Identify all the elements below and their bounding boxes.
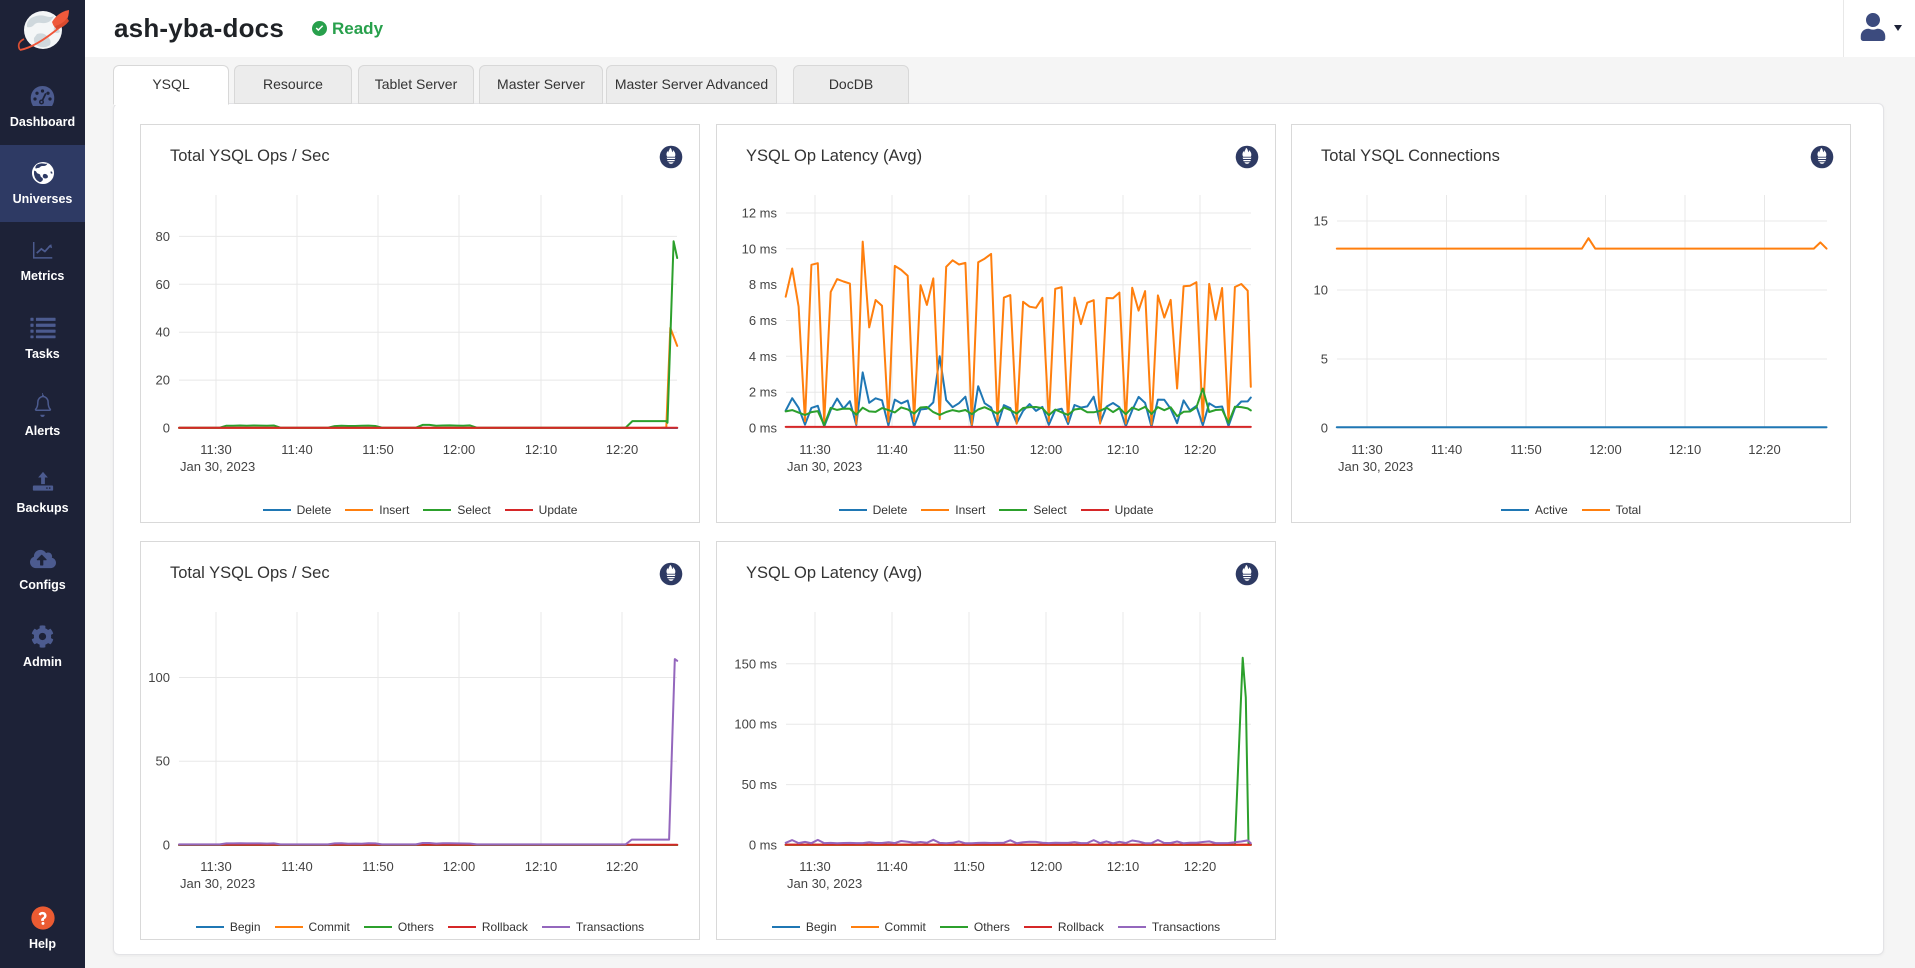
svg-text:15: 15	[1314, 214, 1328, 229]
svg-text:80: 80	[156, 229, 170, 244]
svg-text:0: 0	[163, 838, 170, 853]
svg-text:12:10: 12:10	[525, 442, 558, 457]
svg-text:12:00: 12:00	[443, 442, 476, 457]
svg-text:11:40: 11:40	[281, 859, 313, 874]
svg-text:0: 0	[163, 421, 170, 436]
svg-text:40: 40	[156, 325, 170, 340]
svg-text:11:40: 11:40	[876, 442, 908, 457]
svg-text:10: 10	[1314, 283, 1328, 298]
svg-text:0: 0	[1321, 421, 1328, 436]
svg-text:Jan 30, 2023: Jan 30, 2023	[1338, 459, 1413, 474]
svg-text:10 ms: 10 ms	[742, 241, 778, 256]
svg-text:12:20: 12:20	[1184, 442, 1217, 457]
svg-text:12:20: 12:20	[606, 442, 639, 457]
svg-text:60: 60	[156, 277, 170, 292]
svg-text:5: 5	[1321, 352, 1328, 367]
svg-text:12:00: 12:00	[443, 859, 476, 874]
svg-text:12:00: 12:00	[1589, 442, 1622, 457]
svg-text:100: 100	[148, 670, 170, 685]
svg-text:Jan 30, 2023: Jan 30, 2023	[787, 876, 862, 891]
svg-text:Jan 30, 2023: Jan 30, 2023	[787, 459, 862, 474]
svg-text:20: 20	[156, 373, 170, 388]
svg-text:150 ms: 150 ms	[734, 656, 777, 671]
svg-text:11:40: 11:40	[281, 442, 313, 457]
svg-text:11:50: 11:50	[953, 442, 985, 457]
svg-text:4 ms: 4 ms	[749, 349, 778, 364]
svg-text:Jan 30, 2023: Jan 30, 2023	[180, 459, 255, 474]
svg-text:11:30: 11:30	[799, 442, 831, 457]
svg-text:11:30: 11:30	[200, 859, 232, 874]
svg-text:12:00: 12:00	[1030, 859, 1063, 874]
svg-text:11:40: 11:40	[1431, 442, 1463, 457]
svg-text:12:10: 12:10	[1669, 442, 1702, 457]
svg-text:100 ms: 100 ms	[734, 717, 777, 732]
svg-text:11:30: 11:30	[1351, 442, 1383, 457]
svg-text:11:30: 11:30	[799, 859, 831, 874]
svg-text:12:20: 12:20	[1184, 859, 1217, 874]
svg-text:12:00: 12:00	[1030, 442, 1063, 457]
svg-text:12:20: 12:20	[1748, 442, 1781, 457]
svg-text:50 ms: 50 ms	[742, 777, 778, 792]
svg-text:6 ms: 6 ms	[749, 313, 778, 328]
svg-text:0 ms: 0 ms	[749, 838, 778, 853]
svg-text:12:10: 12:10	[1107, 859, 1140, 874]
svg-text:50: 50	[156, 754, 170, 769]
svg-text:12 ms: 12 ms	[742, 206, 778, 221]
svg-text:11:30: 11:30	[200, 442, 232, 457]
svg-text:11:50: 11:50	[1510, 442, 1542, 457]
svg-text:Jan 30, 2023: Jan 30, 2023	[180, 876, 255, 891]
svg-text:12:20: 12:20	[606, 859, 639, 874]
svg-text:0 ms: 0 ms	[749, 421, 778, 436]
svg-text:12:10: 12:10	[525, 859, 558, 874]
svg-text:11:50: 11:50	[362, 442, 394, 457]
svg-text:2 ms: 2 ms	[749, 385, 778, 400]
svg-text:12:10: 12:10	[1107, 442, 1140, 457]
svg-text:11:50: 11:50	[953, 859, 985, 874]
svg-text:11:40: 11:40	[876, 859, 908, 874]
svg-text:11:50: 11:50	[362, 859, 394, 874]
svg-text:8 ms: 8 ms	[749, 277, 778, 292]
